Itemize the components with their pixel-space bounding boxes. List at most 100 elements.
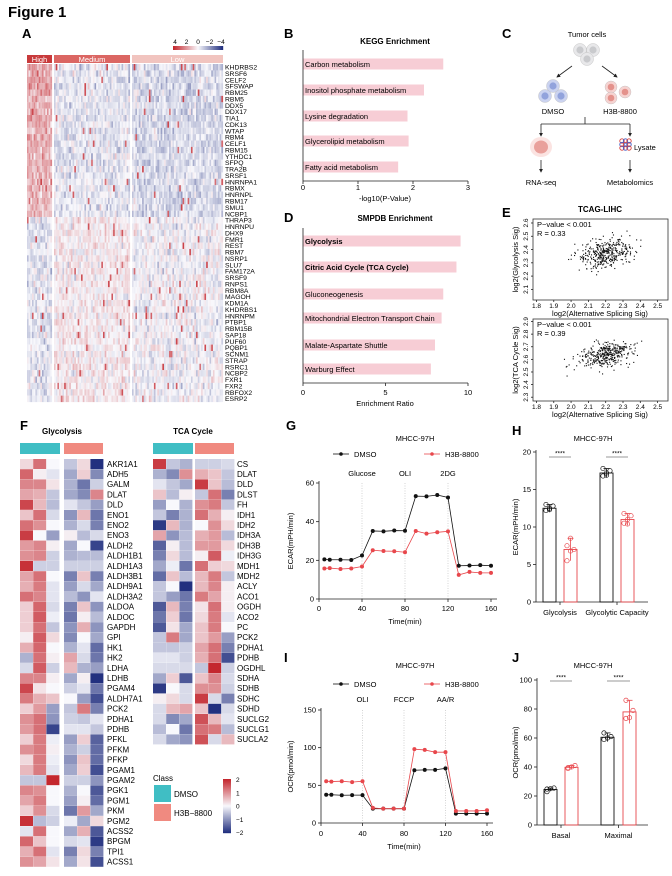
heatmap-a-cell [77,229,80,237]
heatmap-a-cell [86,134,88,141]
heatmap-a-cell [59,248,61,256]
heatmap-a-cell [77,325,80,332]
heatmap-a-cell [89,191,92,199]
heatmap-a-cell [114,248,117,256]
heatmap-a-cell [172,331,175,339]
heatmap-a-cell [92,274,95,281]
heatmap-a-cell [128,236,131,243]
heatmap-a-cell [89,166,92,173]
heatmap-a-cell [62,70,65,77]
heatmap-a-cell [155,312,158,320]
heatmap-a-cell [82,217,85,224]
heatmap-a-cell [69,242,71,250]
heatmap-a-cell [116,172,119,179]
heatmap-a-cell [124,102,127,109]
heatmap-a-cell [189,178,192,186]
heatmap-a-cell [79,140,82,148]
heatmap-a-cell [109,153,112,160]
heatmap-a-cell [148,204,151,211]
heatmap-a-cell [158,287,161,294]
heatmap-a-cell [150,261,153,269]
heatmap-a-cell [42,236,44,243]
heatmap-a-cell [79,319,82,326]
heatmap-a-cell [35,287,38,294]
heatmap-a-cell [143,274,146,281]
heatmap-a-cell [221,64,224,71]
heatmap-a-cell [184,127,187,135]
heatmap-a-cell [79,312,82,320]
heatmap-a-cell [38,134,41,141]
heatmap-a-cell [184,312,187,320]
heatmap-a-cell [175,261,178,269]
heatmap-a-cell [79,95,82,103]
heatmap-a-cell [89,248,92,256]
heatmap-a-cell [147,248,149,256]
heatmap-a-cell [28,178,31,186]
heatmap-a-cell [204,306,207,313]
heatmap-a-cell [209,172,212,179]
heatmap-a-cell [114,64,117,71]
heatmap-a-cell [140,115,143,122]
heatmap-a-cell [106,210,109,218]
heatmap-a-cell [169,210,171,218]
heatmap-a-cell [174,159,176,167]
heatmap-a-cell [87,287,90,294]
heatmap-a-cell [99,306,102,313]
heatmap-a-cell [162,108,165,116]
heatmap-a-cell [221,185,224,192]
heatmap-a-cell [132,89,134,96]
heatmap-a-cell [180,178,183,186]
gene-label: NCBP1 [225,211,248,218]
heatmap-a-cell [116,217,119,224]
heatmap-a-cell [57,70,60,77]
heatmap-a-cell [150,306,153,313]
heatmap-a-cell [219,70,222,77]
heatmap-a-cell [162,204,165,211]
heatmap-a-cell [132,299,134,307]
heatmap-a-cell [38,217,41,224]
heatmap-a-cell [126,312,129,320]
heatmap-a-cell [48,76,51,84]
heatmap-a-cell [152,172,155,179]
heatmap-a-cell [104,134,107,141]
heatmap-a-cell [121,115,124,122]
heatmap-a-cell [74,115,77,122]
heatmap-a-cell [28,274,31,281]
heatmap-a-cell [124,115,127,122]
heatmap-a-cell [97,153,100,160]
heatmap-a-cell [113,268,115,275]
heatmap-a-cell [153,287,156,294]
heatmap-a-cell [133,197,136,205]
heatmap-a-cell [138,102,141,109]
heatmap-a-cell [43,140,46,148]
heatmap-a-cell [142,236,144,243]
heatmap-a-cell [219,274,222,281]
heatmap-a-cell [124,146,127,154]
heatmap-a-cell [94,204,97,211]
heatmap-a-cell [62,102,65,109]
heatmap-a-cell [212,121,215,128]
heatmap-a-cell [170,146,173,154]
heatmap-a-cell [133,280,136,288]
heatmap-a-cell [84,248,87,256]
heatmap-a-cell [35,293,38,301]
heatmap-a-cell [79,64,82,71]
heatmap-a-cell [184,76,187,84]
heatmap-a-cell [28,280,31,288]
heatmap-a-cell [116,210,119,218]
heatmap-a-cell [59,210,61,218]
heatmap-a-cell [30,70,33,77]
gene-label: TRA2B [225,167,247,174]
heatmap-a-cell [145,70,148,77]
heatmap-a-cell [138,325,141,332]
heatmap-a-cell [123,312,126,320]
heatmap-a-cell [221,242,224,250]
heatmap-a-cell [96,64,99,71]
heatmap-a-cell [147,331,149,339]
heatmap-a-cell [121,89,124,96]
heatmap-a-cell [126,70,129,77]
heatmap-a-cell [82,210,85,218]
heatmap-a-cell [217,121,220,128]
heatmap-a-cell [64,319,66,326]
heatmap-a-cell [86,191,88,199]
